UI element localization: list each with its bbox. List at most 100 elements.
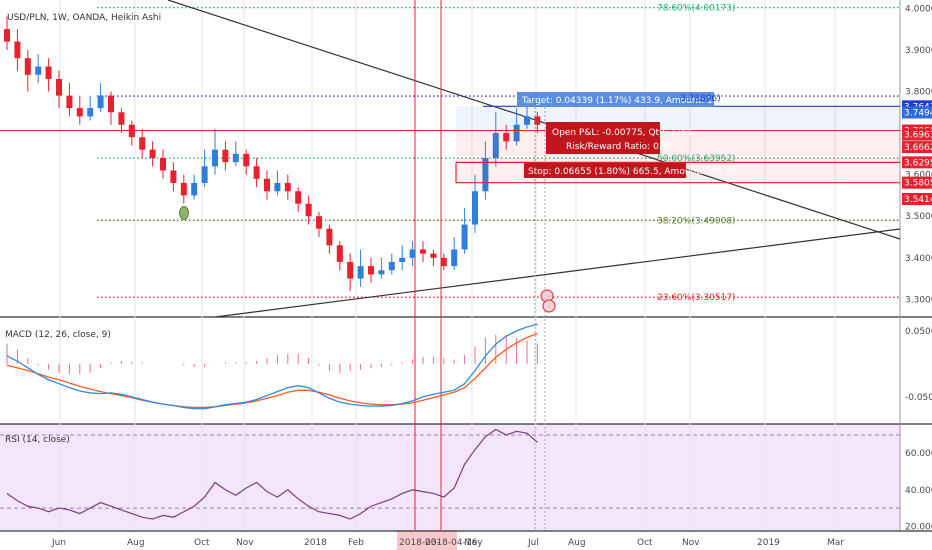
candle-body — [4, 29, 10, 42]
candle-body — [45, 66, 52, 79]
price-tick-label: 3.90000 — [905, 46, 932, 56]
price-badge-label: 3.58059 — [904, 179, 932, 189]
macd-tick-label: -0.0500 — [905, 393, 932, 403]
macd-title: MACD (12, 26, close, 9) — [5, 330, 111, 340]
candle-body — [492, 133, 499, 158]
time-tick-label: Jul — [527, 538, 539, 548]
rsi-tick-label: 20.0000 — [905, 522, 932, 532]
fib-level-label: 50.00%(3.63952) — [657, 154, 736, 164]
rsi-tick-label: 40.0000 — [905, 486, 932, 496]
green-marker — [179, 206, 189, 220]
macd-background — [0, 318, 900, 423]
candle-body — [461, 224, 468, 250]
macd-tick-label: 0.0500 — [905, 327, 932, 337]
candle-body — [170, 170, 177, 183]
event-marker — [542, 299, 556, 313]
price-badge-label: 3.66629 — [904, 143, 932, 153]
time-tick-label: Oct — [194, 538, 210, 548]
rsi-background — [0, 424, 900, 530]
candle-body — [108, 95, 114, 113]
price-tick-label: 3.40000 — [905, 254, 932, 264]
position-tool[interactable]: Target: 0.04339 (1.17%) 433.9, Amount: 1… — [0, 92, 900, 184]
candle-body — [440, 257, 447, 267]
candle-body — [232, 153, 239, 163]
candle-body — [14, 41, 21, 59]
target-label-box — [517, 92, 714, 107]
candle-body — [149, 149, 156, 158]
open-pnl-label: Open P&L: -0.00775, Qty: 3756 — [552, 128, 693, 138]
fib-level-label: 38.20%(3.49008) — [657, 216, 736, 226]
target-label: Target: 0.04339 (1.17%) 433.9, Amount: 1… — [521, 96, 744, 106]
candle-body — [378, 270, 385, 275]
candle-body — [222, 149, 229, 163]
price-badge — [902, 106, 932, 119]
candle-body — [513, 124, 520, 142]
target-zone — [456, 106, 900, 131]
stop-label-box — [524, 163, 686, 178]
candle-body — [420, 249, 426, 254]
rsi-line — [6, 428, 538, 520]
target-value-label: 3.78896) — [680, 94, 721, 104]
candle-body — [316, 216, 322, 229]
candle-body — [388, 261, 395, 271]
price-badge-label: 3.69633 — [904, 131, 932, 141]
candle-body — [305, 203, 312, 217]
price-tick-label: 3.50000 — [905, 212, 932, 222]
fib-level-label: 78.60%(4.00173) — [657, 4, 736, 14]
candle-body — [472, 191, 478, 225]
candle-body — [118, 112, 125, 125]
price-badge — [902, 128, 932, 141]
time-axis: Jun Aug Oct Nov 2018 Feb May Jul Aug Oct Nov 2019 Ma… — [51, 538, 844, 548]
candle-body — [201, 166, 208, 183]
time-tick-label: Aug — [568, 538, 586, 548]
candle-body — [191, 182, 198, 196]
candle-body — [503, 133, 510, 142]
candle-body — [357, 266, 364, 279]
candle-body — [180, 182, 187, 196]
fibonacci-levels: 78.60%(4.00173) 50.00%(3.63952) 38.20%(3.4… — [97, 4, 900, 303]
price-badge — [902, 192, 932, 205]
candle-body — [482, 158, 489, 192]
fib-level-label: 23.60%(3.30517) — [657, 293, 736, 303]
candle-body — [243, 153, 250, 167]
candle-body — [253, 166, 260, 179]
time-tick-label: Nov — [682, 538, 700, 548]
candle-body — [35, 66, 42, 75]
price-badge — [902, 176, 932, 189]
price-badge-label: 3.54144 — [904, 195, 932, 205]
ascending-trend-line — [214, 228, 901, 318]
time-tick-label: Oct — [637, 538, 653, 548]
macd-pane: 0.0500 -0.0500 — [6, 323, 932, 410]
candle-body — [399, 257, 406, 262]
time-tick-label: 2019 — [757, 538, 780, 548]
rsi-tick-label: 60.0000 — [905, 449, 932, 459]
time-tick-label: Nov — [236, 538, 254, 548]
risk-reward-label: Risk/Reward Ratio: 0.65 — [566, 142, 673, 152]
heikin-ashi-candles — [4, 16, 541, 292]
candle-body — [66, 95, 73, 109]
candle-body — [336, 245, 343, 262]
price-badge-label: 3.62953 — [904, 158, 932, 168]
highlight-range-bg — [397, 530, 457, 550]
price-axes: 4.000003.900003.800003.700003.600003.500… — [902, 4, 932, 305]
macd-signal-line — [6, 332, 538, 409]
candle-body — [139, 137, 146, 150]
price-badge — [902, 141, 932, 154]
macd-line — [6, 323, 538, 410]
candle-body — [264, 178, 270, 192]
time-tick-label: Jun — [51, 538, 66, 548]
rsi-title: RSI (14, close) — [5, 435, 70, 445]
candle-body — [87, 108, 94, 117]
price-tick-label: 4.00000 — [905, 4, 932, 14]
highlight-time-label: 2018-04-16 — [425, 538, 478, 548]
candle-body — [76, 108, 83, 117]
time-tick-label: Mar — [827, 538, 844, 548]
candle-body — [56, 79, 62, 96]
candle-body — [524, 116, 530, 125]
candle-body — [274, 182, 281, 192]
descending-trend-line — [167, 0, 901, 240]
candle-body — [295, 191, 302, 204]
chart-title: USD/PLN, 1W, OANDA, Heikin Ashi — [7, 13, 161, 23]
